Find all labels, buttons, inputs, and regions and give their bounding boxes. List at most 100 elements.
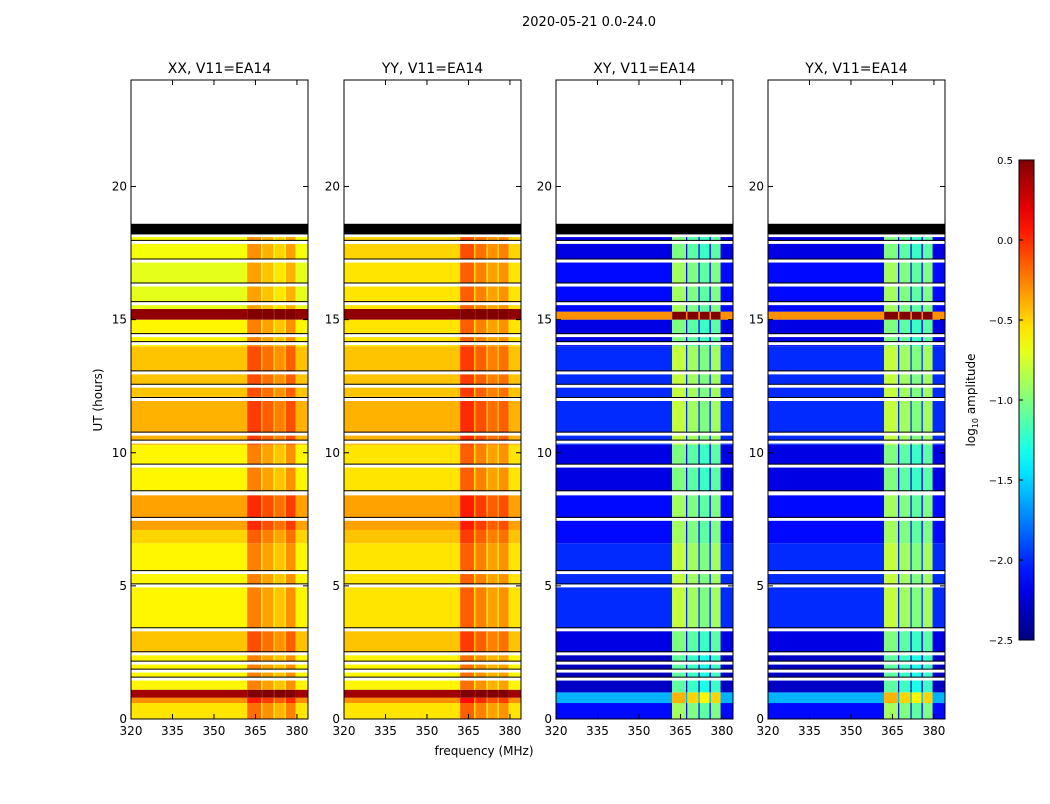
heatmap-cell — [698, 628, 700, 653]
heatmap-cell — [685, 628, 688, 653]
heatmap-cell — [498, 396, 509, 445]
gap-row — [768, 240, 945, 244]
gap-row — [344, 334, 521, 338]
heatmap-cell — [262, 703, 274, 719]
gap-row — [768, 398, 945, 401]
heatmap-cell — [698, 692, 700, 704]
heatmap-cell — [897, 655, 900, 693]
heatmap-cell — [285, 319, 296, 347]
heatmap-cell — [720, 311, 733, 320]
heatmap-cell — [285, 444, 296, 493]
heatmap-cell — [508, 396, 521, 445]
heatmap-cell — [487, 628, 498, 653]
gap-row — [768, 464, 945, 468]
heatmap-cell — [699, 319, 710, 347]
heatmap-cell — [698, 444, 700, 493]
gap-row — [556, 371, 733, 375]
gap-row — [131, 661, 308, 665]
heatmap-cell — [710, 319, 721, 347]
heatmap-cell — [921, 444, 923, 493]
x-tick-label: 335 — [161, 724, 184, 738]
heatmap-cell — [295, 689, 308, 698]
heatmap-cell — [260, 495, 263, 530]
colorbar-tick-label: −1.5 — [989, 476, 1013, 487]
heatmap-cell — [262, 529, 274, 544]
heatmap-cell — [131, 444, 248, 493]
x-tick-label: 365 — [881, 724, 904, 738]
heatmap-cell — [556, 311, 673, 320]
heatmap-cell — [498, 697, 509, 704]
heatmap-cell — [884, 319, 898, 347]
gap-row — [556, 628, 733, 632]
heatmap-cell — [932, 703, 945, 719]
heatmap-cell — [344, 308, 461, 320]
y-tick-label: 0 — [332, 712, 340, 726]
heatmap-cell — [699, 311, 710, 320]
gap-row — [556, 677, 733, 681]
panel-frame — [130, 79, 309, 720]
heatmap-cell — [508, 697, 521, 704]
gap-row — [131, 491, 308, 495]
heatmap-cell — [473, 689, 476, 698]
heatmap-cell — [260, 396, 263, 445]
heatmap-cell — [508, 319, 521, 347]
panel-frame — [343, 79, 522, 720]
heatmap-cell — [910, 655, 912, 693]
gap-row — [131, 677, 308, 681]
gap-row — [131, 440, 308, 444]
heatmap-cell — [497, 697, 499, 704]
heatmap-cell — [685, 319, 688, 347]
gap-row — [556, 491, 733, 495]
gap-row — [131, 432, 308, 436]
gap-row — [344, 661, 521, 665]
heatmap-cell — [486, 396, 488, 445]
heatmap-cell — [497, 308, 499, 320]
gap-row — [768, 491, 945, 495]
gap-row — [344, 652, 521, 656]
heatmap-cell — [899, 703, 911, 719]
heatmap-cell — [262, 444, 274, 493]
gap-row — [768, 571, 945, 575]
heatmap-cell — [460, 444, 474, 493]
colorbar: 0.5 0.0 −0.5 −1.0 −1.5 −2.0 −2.5 — [989, 156, 1035, 647]
heatmap-cell — [698, 703, 700, 719]
heatmap-cell — [921, 319, 923, 347]
heatmap-cell — [473, 319, 476, 347]
heatmap-cell — [486, 444, 488, 493]
gap-row — [768, 371, 945, 375]
gap-row — [556, 440, 733, 444]
flagged-band — [556, 223, 733, 235]
heatmap-cell — [247, 396, 261, 445]
heatmap-cell — [273, 628, 275, 653]
heatmap-cell — [284, 237, 286, 262]
heatmap-cell — [699, 692, 710, 704]
y-tick-label: 15 — [325, 313, 340, 327]
heatmap-cell — [295, 703, 308, 719]
heatmap-cell — [720, 703, 733, 719]
heatmap-cell — [932, 444, 945, 493]
heatmap-cell — [910, 692, 912, 704]
heatmap-cell — [344, 529, 461, 544]
heatmap-cell — [687, 444, 699, 493]
heatmap-cell — [922, 237, 933, 262]
heatmap-cell — [497, 703, 499, 719]
heatmap-cell — [247, 628, 261, 653]
heatmap-cell — [284, 319, 286, 347]
heatmap-cell — [247, 444, 261, 493]
heatmap-cell — [899, 692, 911, 704]
heatmap-cell — [685, 655, 688, 693]
heatmap-cell — [710, 346, 721, 445]
gap-row — [344, 440, 521, 444]
panel-frame — [555, 79, 734, 720]
heatmap-cell — [473, 308, 476, 320]
gap-row — [131, 240, 308, 244]
gap-row — [131, 584, 308, 588]
x-tick-label: 380 — [922, 724, 945, 738]
y-tick-label: 20 — [749, 180, 764, 194]
heatmap-cell — [486, 689, 488, 698]
heatmap-cell — [921, 655, 923, 693]
heatmap-cell — [487, 703, 498, 719]
panel-frame — [767, 79, 946, 720]
gap-row — [768, 584, 945, 588]
heatmap-cell — [899, 628, 911, 653]
